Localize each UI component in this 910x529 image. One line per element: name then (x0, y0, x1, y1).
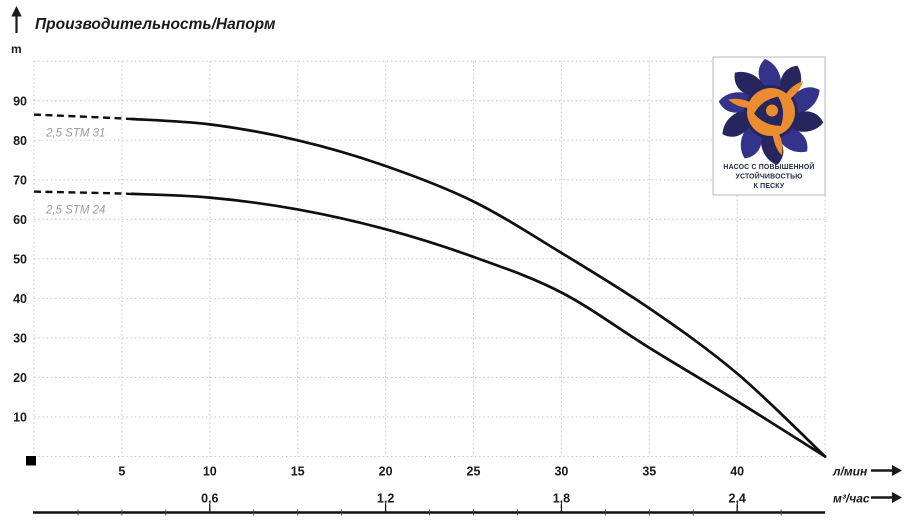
x2-unit-label: м³/час (833, 492, 870, 506)
x-axis-primary-tick-labels: 5 10 15 20 25 30 35 40 (118, 465, 744, 479)
logo-text-line3: К ПЕСКУ (754, 183, 785, 190)
chart-title: Производительность/Напорм (35, 16, 276, 33)
x1-unit-label: л/мин (832, 465, 868, 479)
y-tick-label: 50 (13, 252, 27, 266)
y-tick-label: 10 (13, 411, 27, 425)
y-tick-label: 40 (13, 292, 27, 306)
emblem-hook (772, 133, 783, 156)
y-tick-label: 90 (13, 94, 27, 108)
x2-tick-label: 2,4 (729, 492, 746, 506)
y-tick-label: 60 (13, 213, 27, 227)
emblem-hook (728, 98, 751, 109)
chart-header: Производительность/Напорм m (11, 6, 276, 56)
pump-rotor-emblem-icon (718, 59, 824, 165)
emblem-petal (758, 59, 782, 93)
x1-tick-label: 30 (554, 465, 568, 479)
y-tick-label: 20 (13, 371, 27, 385)
x1-tick-label: 10 (203, 465, 217, 479)
x2-tick-label: 1,8 (553, 492, 570, 506)
logo-text-line2: УСТОЙЧИВОСТЬЮ (735, 172, 802, 181)
x1-arrow-icon (871, 465, 902, 476)
x1-tick-label: 20 (379, 465, 393, 479)
curve-label-stm24: 2,5 STM 24 (45, 205, 105, 217)
curve-dashed-stm31 (33, 113, 131, 121)
pump-curves (33, 113, 827, 458)
x1-tick-label: 5 (118, 465, 125, 479)
x2-arrow-icon (871, 492, 902, 503)
curve-stm31 (131, 117, 827, 458)
curve-stm24 (131, 192, 827, 458)
logo-text-line1: НАСОС С ПОВЫШЕННОЙ (723, 162, 814, 171)
x2-tick-label: 1,2 (377, 492, 394, 506)
y-tick-label: 70 (13, 173, 27, 187)
y-tick-label: 80 (13, 134, 27, 148)
x1-tick-label: 25 (467, 465, 481, 479)
x2-tick-label: 0,6 (201, 492, 218, 506)
y-axis-unit-label: m (11, 42, 22, 56)
emblem-center-dot (766, 104, 778, 117)
emblem-hook (786, 81, 803, 99)
y-axis-arrow-icon (11, 6, 22, 33)
x1-tick-label: 35 (642, 465, 656, 479)
x-axis-secondary: 0,6 1,2 1,8 2,4 (33, 492, 826, 516)
sand-resistance-logo: НАСОС С ПОВЫШЕННОЙ УСТОЙЧИВОСТЬЮ К ПЕСКУ (712, 56, 826, 196)
curve-label-stm31: 2,5 STM 31 (45, 128, 105, 140)
x1-tick-label: 15 (291, 465, 305, 479)
chart-grid (33, 60, 826, 458)
y-axis-tick-labels: 90 80 70 60 50 40 30 20 10 (13, 94, 27, 424)
x1-tick-label: 40 (730, 465, 744, 479)
origin-marker (26, 456, 36, 466)
y-tick-label: 30 (13, 332, 27, 346)
